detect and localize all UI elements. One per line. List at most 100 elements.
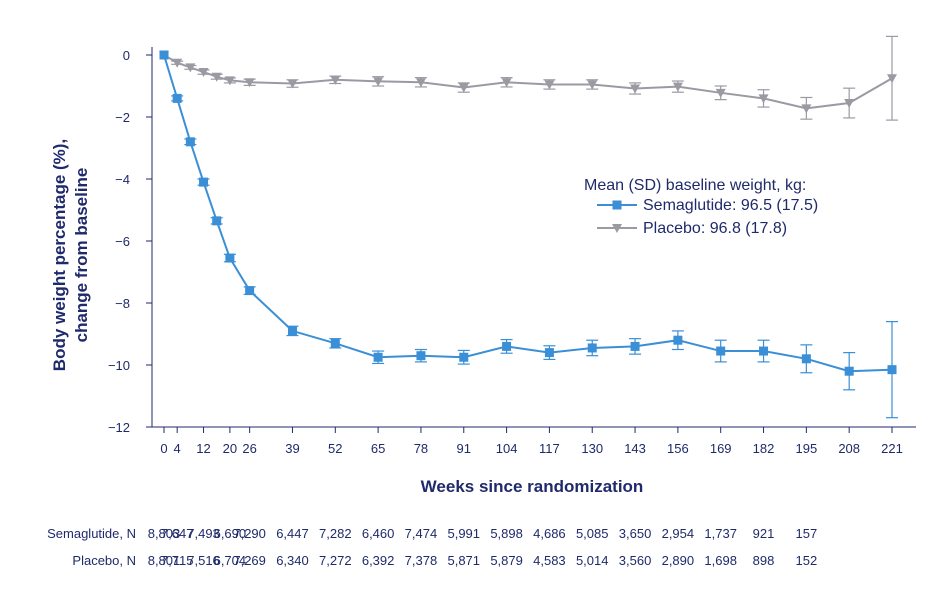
- n-value: 6,447: [276, 526, 309, 541]
- placebo-point: [287, 79, 298, 89]
- semaglutide-point: [373, 352, 383, 362]
- n-row-label: Placebo, N: [72, 553, 136, 568]
- n-value: 8,803: [148, 526, 181, 541]
- placebo-point: [630, 84, 641, 94]
- y-tick-label: −4: [115, 172, 130, 187]
- n-value: 6,340: [276, 553, 309, 568]
- x-tick-label: 78: [414, 441, 428, 456]
- n-value: 7,493: [187, 526, 220, 541]
- n-value: 6,460: [362, 526, 395, 541]
- n-value: 7,516: [187, 553, 220, 568]
- semaglutide-point: [887, 365, 897, 375]
- y-tick-label: −2: [115, 110, 130, 125]
- n-value: 3,650: [619, 526, 652, 541]
- x-tick-label: 195: [796, 441, 818, 456]
- plot-area: [159, 35, 898, 419]
- placebo-point: [330, 75, 341, 85]
- placebo-point: [844, 99, 855, 109]
- placebo-point: [224, 76, 235, 86]
- y-tick-label: −6: [115, 234, 130, 249]
- placebo-point: [172, 58, 183, 68]
- semaglutide-point: [212, 216, 222, 226]
- y-tick-label: −10: [108, 358, 130, 373]
- x-tick-label: 117: [539, 441, 560, 456]
- n-value: 5,991: [447, 526, 480, 541]
- placebo-line: [163, 54, 893, 110]
- y-axis-title-line-1: Body weight percentage (%),: [50, 139, 69, 371]
- semaglutide-point: [759, 346, 769, 356]
- n-value: 6,690: [214, 526, 247, 541]
- x-tick-label: 4: [174, 441, 181, 456]
- legend-title: Mean (SD) baseline weight, kg:: [584, 177, 806, 194]
- series-placebo: [159, 35, 898, 121]
- semaglutide-point: [287, 326, 297, 336]
- placebo-point: [587, 80, 598, 90]
- n-value: 5,014: [576, 553, 609, 568]
- semaglutide-point: [716, 346, 726, 356]
- x-tick-label: 221: [881, 441, 903, 456]
- placebo-point: [458, 83, 469, 93]
- n-value: 6,392: [362, 553, 395, 568]
- x-tick-label: 169: [710, 441, 732, 456]
- n-value: 7,269: [233, 553, 266, 568]
- semaglutide-point: [185, 137, 195, 147]
- placebo-point: [544, 80, 555, 90]
- n-value: 3,560: [619, 553, 652, 568]
- x-axis-ticks: 0 4 12 20 26 39 52 65 78 91 104 117 130 143 156 169 182 1…: [160, 427, 903, 456]
- x-tick-label: 39: [285, 441, 299, 456]
- chart-axes: [151, 47, 916, 428]
- x-tick-label: 143: [624, 441, 646, 456]
- n-value: 1,698: [704, 553, 737, 568]
- semaglutide-point: [245, 286, 255, 296]
- n-value: 6,704: [214, 553, 247, 568]
- placebo-point: [198, 68, 209, 78]
- legend-marker-semaglutide: [612, 200, 622, 210]
- n-value: 4,686: [533, 526, 566, 541]
- placebo-point: [758, 94, 769, 104]
- legend-marker-placebo: [612, 224, 622, 233]
- legend: Mean (SD) baseline weight, kg: Semagluti…: [584, 177, 818, 237]
- semaglutide-point: [172, 93, 182, 103]
- x-tick-label: 182: [753, 441, 775, 456]
- n-value: 5,085: [576, 526, 609, 541]
- legend-label-semaglutide: Semaglutide: 96.5 (17.5): [643, 197, 818, 214]
- placebo-point: [801, 104, 812, 114]
- x-tick-label: 130: [581, 441, 603, 456]
- semaglutide-point: [544, 348, 554, 358]
- placebo-point: [672, 82, 683, 92]
- n-row-label: Semaglutide, N: [47, 526, 136, 541]
- semaglutide-point: [416, 351, 426, 361]
- x-tick-label: 91: [457, 441, 471, 456]
- placebo-point: [185, 63, 196, 73]
- y-tick-label: −12: [108, 420, 130, 435]
- x-tick-label: 208: [838, 441, 860, 456]
- x-tick-label: 65: [371, 441, 385, 456]
- semaglutide-point: [199, 177, 209, 187]
- x-tick-label: 12: [196, 441, 210, 456]
- n-value: 898: [753, 553, 775, 568]
- n-value: 7,474: [405, 526, 438, 541]
- x-tick-label: 20: [223, 441, 237, 456]
- semaglutide-line: [163, 54, 893, 373]
- semaglutide-point: [587, 343, 597, 353]
- semaglutide-point: [502, 341, 512, 351]
- n-value: 7,647: [161, 526, 194, 541]
- n-value: 5,871: [447, 553, 480, 568]
- semaglutide-point: [801, 354, 811, 364]
- n-value: 7,715: [161, 553, 194, 568]
- y-axis-title-line-2: change from baseline: [72, 168, 91, 343]
- n-value: 8,801: [148, 553, 181, 568]
- semaglutide-point: [225, 253, 235, 263]
- semaglutide-point: [159, 50, 169, 60]
- y-tick-label: 0: [123, 48, 130, 63]
- semaglutide-point: [630, 341, 640, 351]
- n-value: 4,583: [533, 553, 566, 568]
- x-tick-label: 104: [496, 441, 518, 456]
- series-semaglutide: [159, 50, 898, 419]
- placebo-point: [373, 77, 384, 87]
- semaglutide-point: [459, 352, 469, 362]
- placebo-point: [211, 72, 222, 82]
- legend-label-placebo: Placebo: 96.8 (17.8): [643, 220, 787, 237]
- n-value: 921: [753, 526, 775, 541]
